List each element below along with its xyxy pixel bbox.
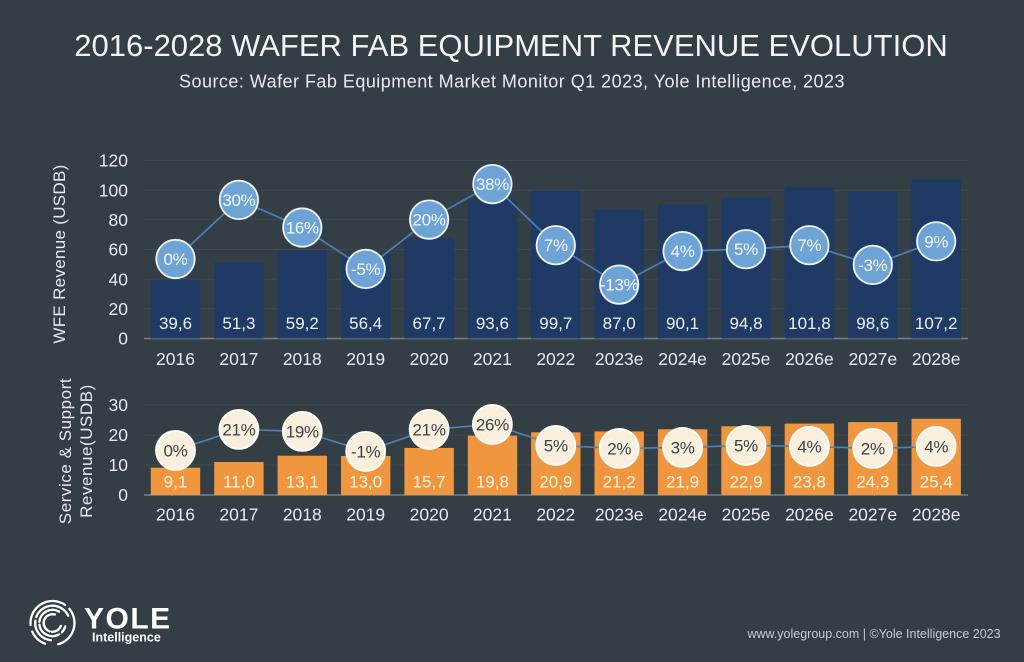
svg-text:3%: 3% (671, 438, 695, 457)
svg-text:56,4: 56,4 (349, 314, 382, 333)
svg-text:2023e: 2023e (595, 505, 644, 525)
svg-text:16%: 16% (286, 219, 319, 238)
svg-text:120: 120 (99, 151, 128, 171)
svg-text:0: 0 (118, 329, 128, 349)
svg-text:2026e: 2026e (785, 505, 834, 525)
svg-text:4%: 4% (924, 437, 948, 456)
svg-text:2020: 2020 (410, 349, 449, 369)
svg-text:www.yolegroup.com | ©Yole Inte: www.yolegroup.com | ©Yole Intelligence 2… (746, 627, 1000, 641)
svg-text:Intelligence: Intelligence (92, 631, 161, 645)
svg-text:59,2: 59,2 (286, 314, 319, 333)
svg-text:87,0: 87,0 (603, 314, 636, 333)
svg-text:94,8: 94,8 (729, 314, 762, 333)
svg-text:100: 100 (99, 180, 128, 200)
svg-text:20,9: 20,9 (539, 473, 572, 492)
svg-text:7%: 7% (797, 236, 821, 255)
svg-text:101,8: 101,8 (788, 314, 831, 333)
svg-text:2016-2028 WAFER FAB EQUIPMENT: 2016-2028 WAFER FAB EQUIPMENT REVENUE EV… (74, 28, 947, 63)
svg-text:2018: 2018 (283, 349, 322, 369)
svg-text:2028e: 2028e (912, 349, 961, 369)
svg-text:99,7: 99,7 (539, 314, 572, 333)
svg-text:2020: 2020 (410, 505, 449, 525)
svg-text:2022: 2022 (536, 505, 575, 525)
svg-text:9,1: 9,1 (164, 473, 188, 492)
svg-text:-5%: -5% (351, 260, 381, 279)
svg-text:Source: Wafer Fab Equipment Ma: Source: Wafer Fab Equipment Market Monit… (179, 72, 845, 92)
svg-text:2022: 2022 (536, 349, 575, 369)
svg-text:-3%: -3% (858, 256, 888, 275)
svg-text:13,1: 13,1 (286, 473, 319, 492)
svg-text:20%: 20% (413, 211, 446, 230)
svg-text:19,8: 19,8 (476, 473, 509, 492)
svg-text:25,4: 25,4 (920, 473, 953, 492)
svg-text:7%: 7% (544, 236, 568, 255)
svg-text:YOLE: YOLE (84, 603, 172, 636)
svg-text:24,3: 24,3 (856, 473, 889, 492)
svg-text:2024e: 2024e (658, 349, 707, 369)
svg-text:51,3: 51,3 (222, 314, 255, 333)
svg-text:2021: 2021 (473, 505, 512, 525)
svg-text:22,9: 22,9 (729, 473, 762, 492)
svg-text:0%: 0% (164, 250, 188, 269)
svg-text:-13%: -13% (600, 276, 639, 295)
svg-text:93,6: 93,6 (476, 314, 509, 333)
svg-text:26%: 26% (476, 415, 509, 434)
svg-text:21,9: 21,9 (666, 473, 699, 492)
svg-text:98,6: 98,6 (856, 314, 889, 333)
svg-text:39,6: 39,6 (159, 314, 192, 333)
svg-text:11,0: 11,0 (223, 473, 255, 492)
svg-text:20: 20 (109, 299, 129, 319)
svg-text:107,2: 107,2 (915, 314, 958, 333)
svg-text:9%: 9% (924, 232, 948, 251)
svg-text:90,1: 90,1 (666, 314, 699, 333)
svg-text:60: 60 (109, 240, 129, 260)
svg-text:30: 30 (109, 395, 129, 415)
svg-text:WFE Revenue (USDB): WFE Revenue (USDB) (50, 164, 69, 343)
svg-text:2016: 2016 (156, 505, 195, 525)
svg-text:67,7: 67,7 (413, 314, 446, 333)
svg-text:2023e: 2023e (595, 349, 644, 369)
svg-text:2016: 2016 (156, 349, 195, 369)
svg-text:38%: 38% (476, 175, 509, 194)
svg-text:2027e: 2027e (848, 349, 897, 369)
svg-text:2017: 2017 (219, 505, 258, 525)
svg-text:0: 0 (118, 485, 128, 505)
svg-text:0%: 0% (164, 441, 188, 460)
svg-text:21%: 21% (413, 420, 446, 439)
svg-text:2018: 2018 (283, 505, 322, 525)
svg-text:15,7: 15,7 (413, 473, 446, 492)
svg-text:40: 40 (109, 269, 129, 289)
svg-text:10: 10 (109, 455, 129, 475)
svg-text:2026e: 2026e (785, 349, 834, 369)
svg-text:5%: 5% (544, 436, 568, 455)
svg-text:2021: 2021 (473, 349, 512, 369)
svg-text:2027e: 2027e (848, 505, 897, 525)
svg-text:21,2: 21,2 (603, 473, 636, 492)
svg-text:23,8: 23,8 (793, 473, 826, 492)
svg-text:2%: 2% (861, 439, 885, 458)
svg-text:20: 20 (109, 425, 129, 445)
svg-text:2025e: 2025e (722, 349, 771, 369)
svg-text:Service & Support: Service & Support (56, 378, 75, 524)
svg-text:80: 80 (109, 210, 129, 230)
svg-text:Revenue(USDB): Revenue(USDB) (77, 384, 96, 518)
svg-text:19%: 19% (286, 422, 319, 441)
svg-text:2025e: 2025e (722, 505, 771, 525)
svg-text:21%: 21% (222, 420, 255, 439)
svg-text:2019: 2019 (346, 505, 385, 525)
svg-text:30%: 30% (222, 191, 255, 210)
svg-text:2%: 2% (607, 439, 631, 458)
svg-text:4%: 4% (671, 242, 695, 261)
svg-text:5%: 5% (734, 240, 758, 259)
svg-text:2028e: 2028e (912, 505, 961, 525)
svg-text:4%: 4% (797, 437, 821, 456)
svg-text:2019: 2019 (346, 349, 385, 369)
svg-text:13,0: 13,0 (349, 473, 382, 492)
svg-text:2024e: 2024e (658, 505, 707, 525)
svg-text:-1%: -1% (351, 442, 381, 461)
svg-text:2017: 2017 (219, 349, 258, 369)
svg-text:5%: 5% (734, 436, 758, 455)
